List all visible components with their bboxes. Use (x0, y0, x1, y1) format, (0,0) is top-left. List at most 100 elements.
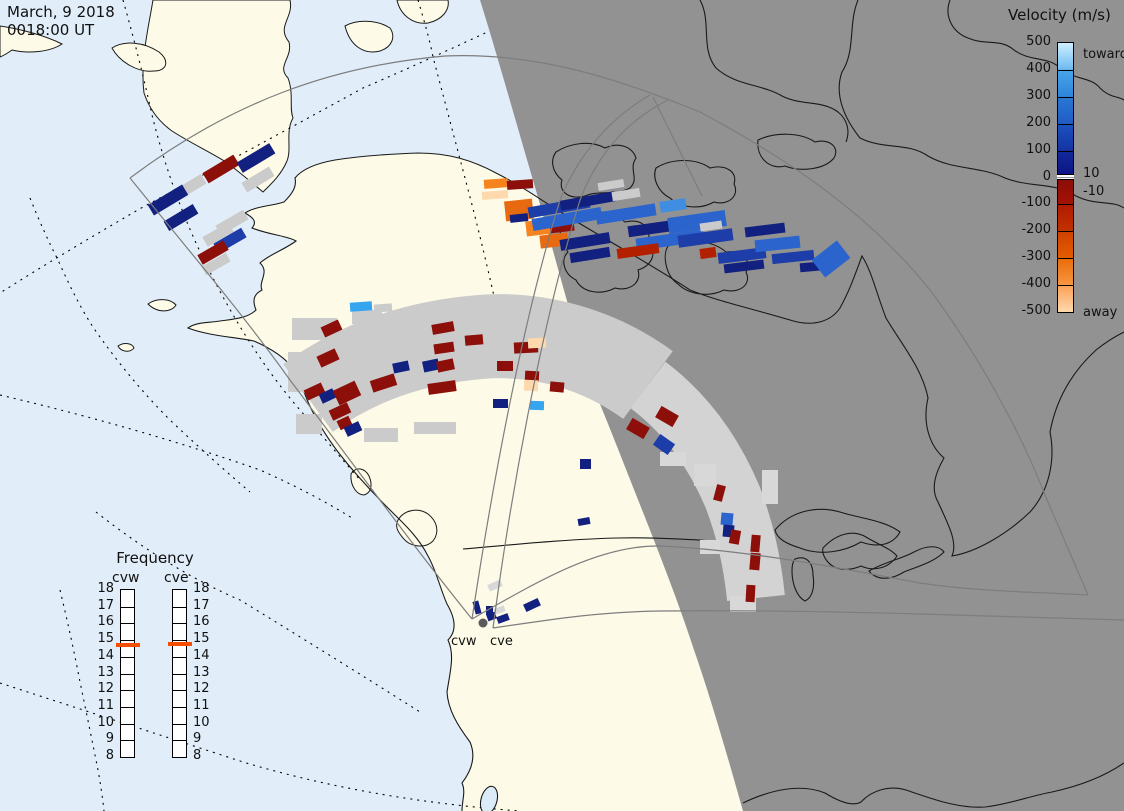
frequency-bar-divider (121, 673, 134, 675)
frequency-tick-label-left: 15 (97, 631, 114, 647)
velocity-cell (616, 243, 660, 259)
velocity-cell (460, 314, 505, 328)
velocity-cell (422, 358, 440, 373)
frequency-tick-label-right: 17 (193, 597, 210, 613)
zero-upper-label: 10 (1083, 166, 1100, 181)
velocity-cell (659, 198, 687, 213)
velocity-cell (364, 428, 398, 442)
frequency-legend-title: Frequency (116, 549, 194, 567)
arctic-island-1 (552, 142, 637, 198)
velocity-cell (610, 364, 638, 380)
velocity-cell (493, 399, 508, 408)
velocity-cell (320, 319, 343, 338)
velocity-cell (762, 470, 778, 504)
velocity-tick-label: 400 (1026, 60, 1051, 76)
frequency-bar-divider (121, 656, 134, 658)
coast-blob-corner (0, 25, 63, 58)
velocity-cell (720, 512, 734, 526)
frequency-tick-label-left: 11 (97, 697, 114, 713)
velocity-cell (316, 348, 340, 368)
frequency-bar-divider (121, 640, 134, 642)
lake-huron (822, 532, 898, 570)
velocity-colorbar-tick (1058, 231, 1073, 233)
fov-far-arc-east (699, 111, 1089, 596)
frequency-tick-label-left: 12 (97, 681, 114, 697)
velocity-tick-label: 200 (1026, 114, 1051, 130)
velocity-cell (163, 204, 199, 231)
radar-site-dot (478, 618, 488, 628)
coast-hudson-bay (689, 254, 1124, 557)
velocity-cell (288, 352, 306, 392)
velocity-colorbar-tick (1058, 123, 1073, 125)
frequency-tick-label-right: 10 (193, 714, 210, 730)
frequency-tick-label-right: 11 (193, 697, 210, 713)
velocity-cell (745, 584, 756, 603)
velocity-cell (396, 336, 436, 348)
velocity-tick-label: -400 (1021, 276, 1051, 292)
velocity-cell (694, 464, 716, 486)
zero-lower-label: -10 (1083, 184, 1105, 199)
date-stamp: March, 9 2018 0018:00 UT (7, 3, 115, 39)
frequency-bar-divider (121, 706, 134, 708)
siberia-fill (142, 0, 294, 193)
frequency-marker (116, 643, 140, 647)
fov-cvw-right-edge (471, 94, 651, 620)
away-label: away (1083, 305, 1118, 320)
graticule-parallel-4 (0, 682, 521, 811)
velocity-cell (369, 373, 398, 393)
velocity-cell (241, 166, 275, 193)
velocity-cell (464, 334, 484, 346)
velocity-cell (811, 240, 851, 278)
velocity-cell (486, 606, 493, 615)
velocity-cell (626, 417, 650, 440)
velocity-colorbar-tick (1058, 204, 1073, 206)
frequency-bar-cvw (120, 589, 135, 758)
velocity-cell (343, 421, 363, 437)
lake-michigan (791, 557, 815, 602)
frequency-tick-label-left: 8 (105, 748, 114, 763)
island-st-lawrence (147, 299, 177, 312)
velocity-legend-title: Velocity (m/s) (1008, 6, 1111, 24)
frequency-bar-divider (173, 623, 186, 625)
graticule (0, 0, 556, 811)
fov-arc-segment (652, 96, 703, 197)
frequency-bar-divider (173, 690, 186, 692)
velocity-cell (597, 179, 625, 191)
velocity-cell (493, 605, 506, 615)
frequency-tick-label-left: 9 (105, 731, 114, 747)
velocity-cell (433, 341, 455, 355)
fov-far-arc-west (129, 55, 701, 179)
velocity-cell (655, 405, 679, 428)
map-site-label-cvw: cvw (451, 634, 477, 649)
frequency-bar-divider (173, 640, 186, 642)
velocity-cell (202, 222, 234, 247)
velocity-colorbar-tick (1058, 285, 1073, 287)
velocity-cell (332, 380, 362, 406)
frequency-tick-label-right: 13 (193, 664, 210, 680)
velocity-cell (717, 247, 767, 264)
velocity-cell (652, 434, 676, 455)
coast-ellesmere (699, 0, 849, 143)
velocity-cell (754, 235, 801, 253)
lakes-erie-ontario (868, 546, 945, 579)
frequency-tick-label-right: 12 (193, 681, 210, 697)
velocity-cell (699, 246, 717, 260)
velocity-cell (611, 187, 641, 202)
frequency-tick-label-left: 17 (97, 597, 114, 613)
velocity-cell (549, 381, 565, 393)
frequency-tick-label-right: 9 (193, 731, 202, 747)
velocity-cell (236, 143, 276, 173)
velocity-cell (431, 321, 455, 335)
velocity-cell (771, 249, 815, 265)
frequency-tick-label-left: 10 (97, 714, 114, 730)
velocity-cell (580, 459, 591, 469)
velocity-cell (296, 414, 322, 434)
velocity-cell (318, 388, 337, 404)
frequency-tick-label-right: 15 (193, 631, 210, 647)
fov-cve-lower-right-edge (492, 610, 1124, 629)
frequency-tick-label-right: 16 (193, 614, 210, 630)
date-line: March, 9 2018 (7, 3, 115, 21)
velocity-cell (373, 303, 393, 313)
velocity-cell (303, 382, 326, 401)
velocity-colorbar-tick (1058, 96, 1073, 98)
